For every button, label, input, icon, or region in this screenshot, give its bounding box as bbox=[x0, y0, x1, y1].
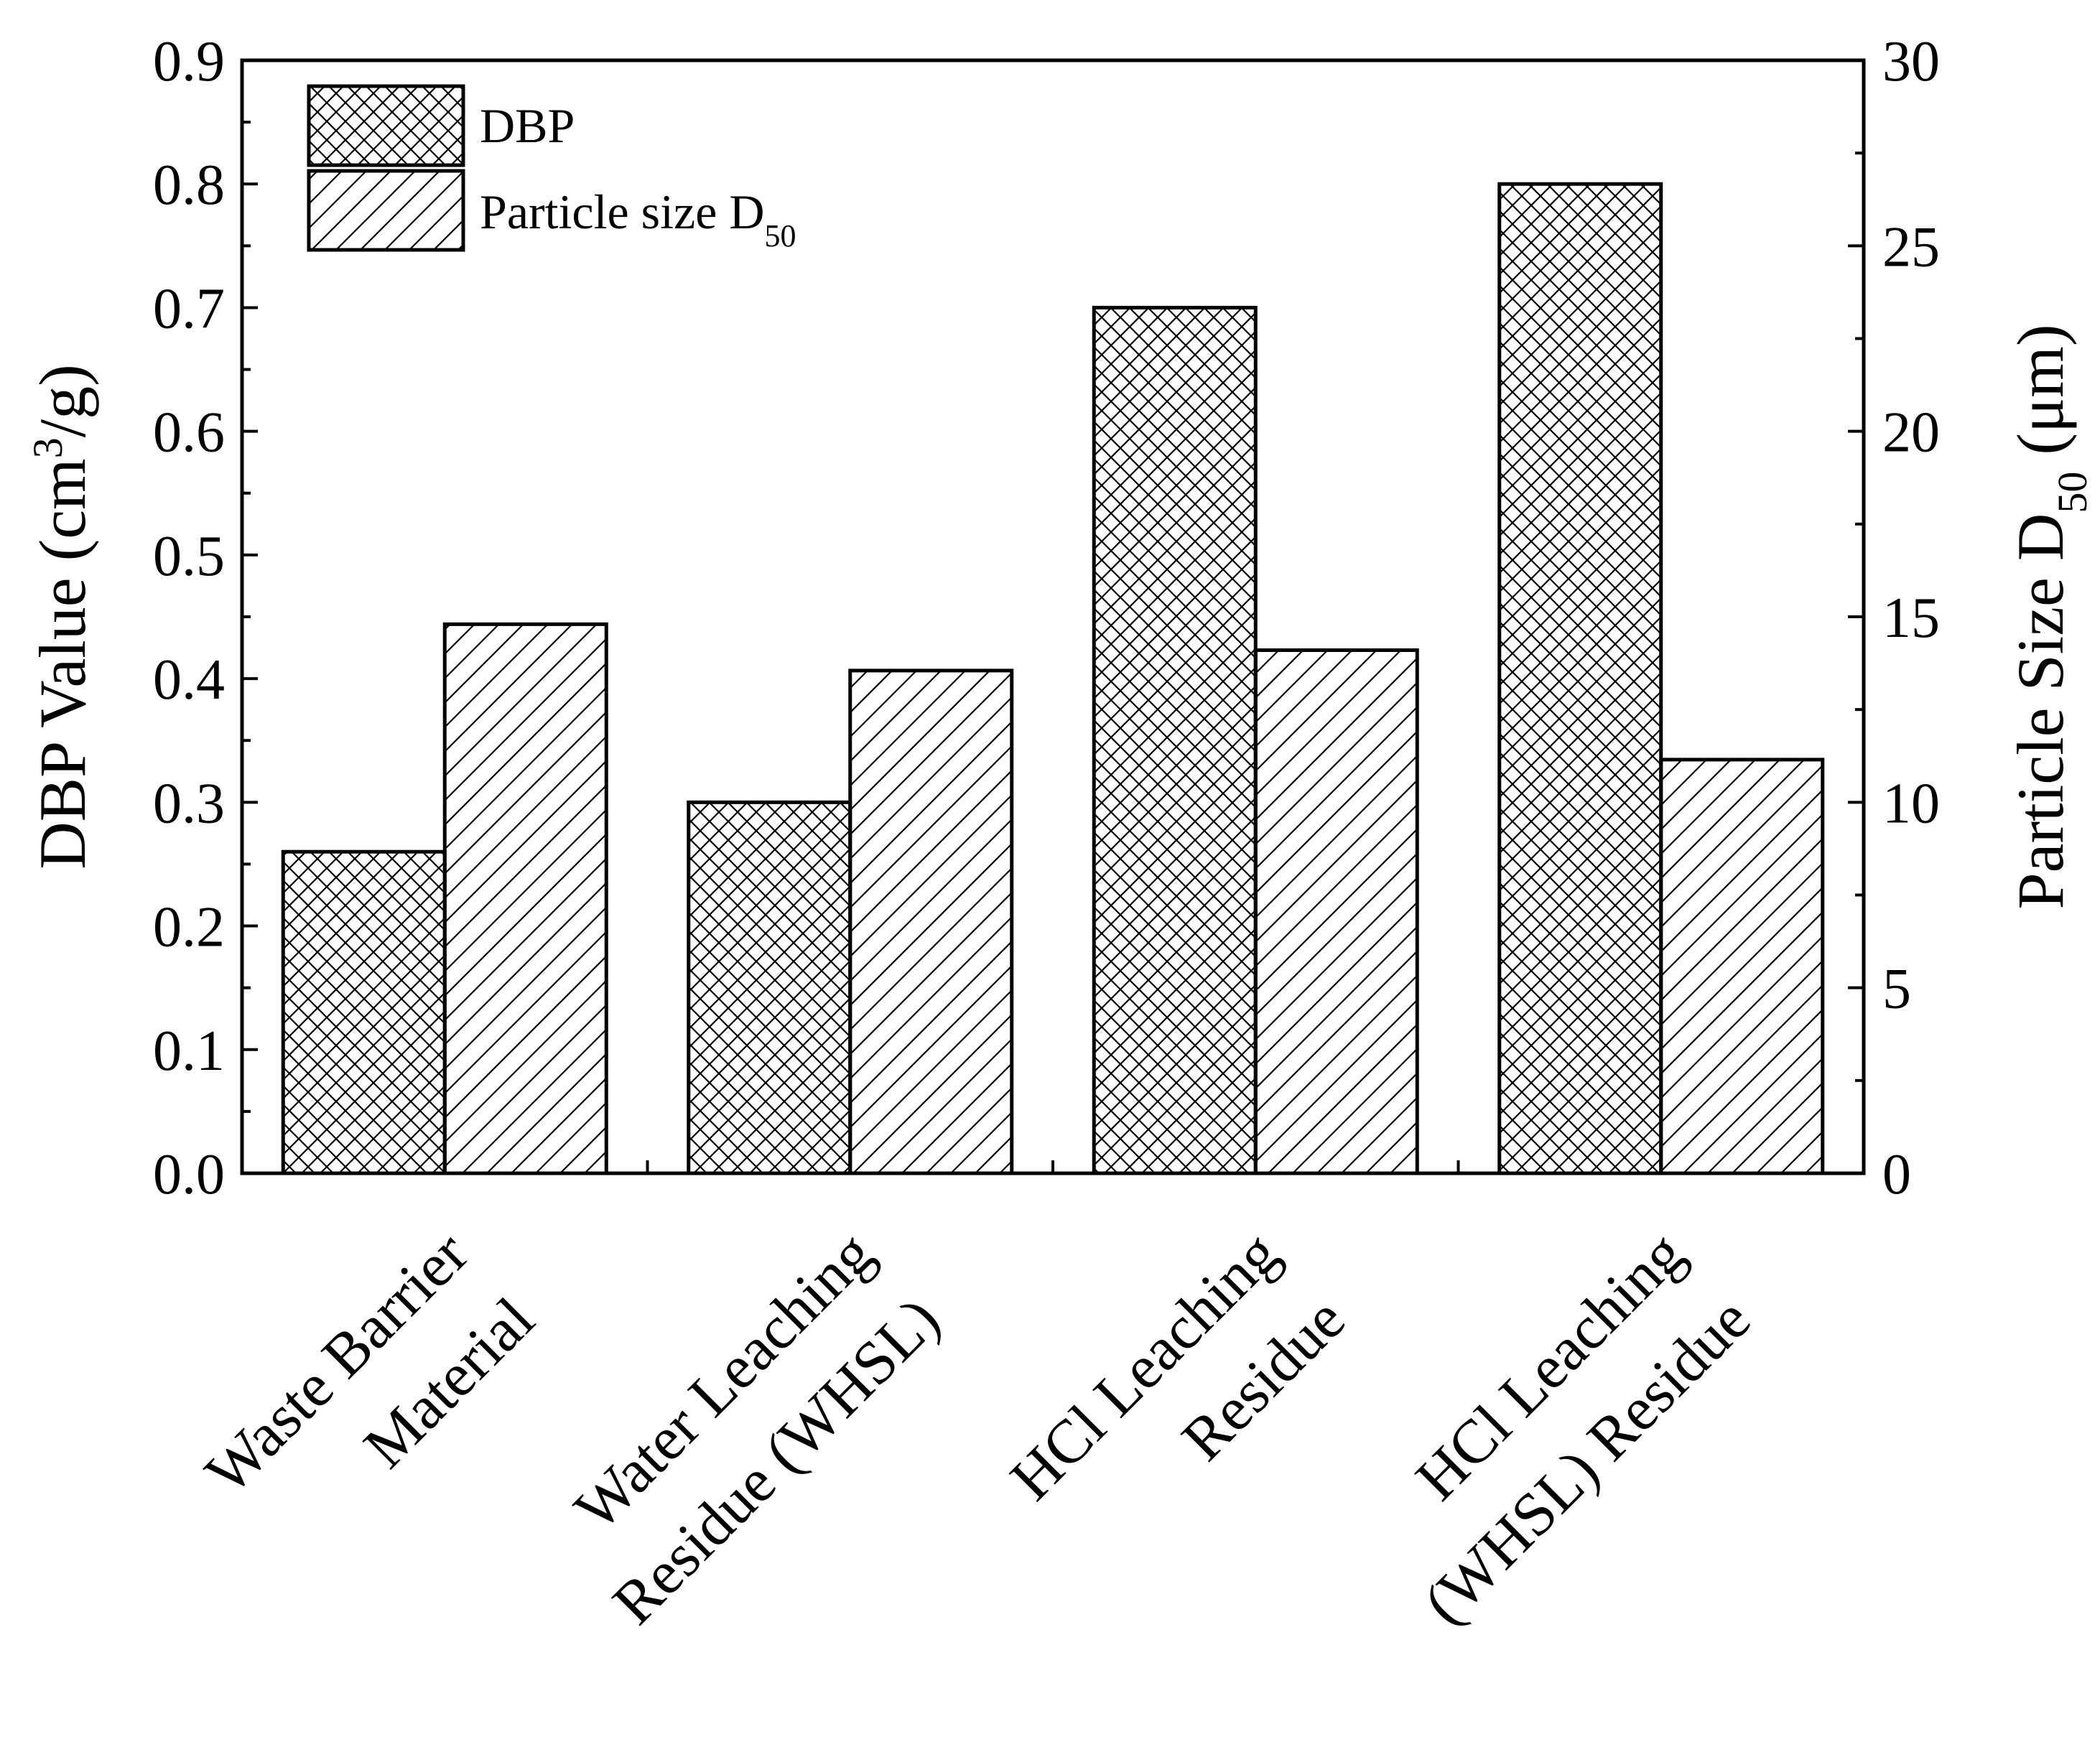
right-tick-label: 20 bbox=[1882, 401, 1940, 465]
left-tick-label: 0.2 bbox=[153, 896, 225, 959]
x-axis bbox=[646, 1160, 1460, 1173]
left-axis-title: DBP Value (cm3/g) bbox=[24, 364, 100, 870]
right-tick-label: 25 bbox=[1882, 215, 1940, 279]
bar-particle-size-4 bbox=[1659, 758, 1825, 1175]
right-tick-label: 15 bbox=[1882, 587, 1940, 650]
bars bbox=[281, 182, 1825, 1175]
left-tick-label: 0.9 bbox=[153, 30, 225, 93]
right-axis-title-suffix: (μm) bbox=[2004, 325, 2077, 472]
left-tick-label: 0.7 bbox=[153, 277, 225, 340]
legend-label-particle-size-main: Particle size D bbox=[480, 185, 765, 239]
legend-label-dbp: DBP bbox=[480, 98, 575, 153]
legend: DBP Particle size D50 bbox=[307, 84, 796, 253]
left-axis: 0.0 0.1 0.2 0.3 0.4 0.5 0.6 0.7 0.8 0.9 bbox=[153, 30, 258, 1206]
bar-dbp-4 bbox=[1497, 182, 1663, 1175]
legend-label-particle-size-subscript: 50 bbox=[765, 218, 796, 253]
left-axis-title-suffix: /g) bbox=[26, 364, 99, 437]
left-tick-label: 0.0 bbox=[153, 1143, 225, 1206]
left-tick-label: 0.1 bbox=[153, 1020, 225, 1083]
left-tick-label: 0.3 bbox=[153, 772, 225, 835]
left-tick-label: 0.8 bbox=[153, 154, 225, 217]
bar-dbp-2 bbox=[687, 800, 852, 1175]
bar-dbp-3 bbox=[1092, 305, 1258, 1175]
legend-swatch-particle-size bbox=[307, 169, 465, 252]
legend-swatch-dbp bbox=[307, 84, 465, 167]
bar-dbp-1 bbox=[281, 849, 447, 1175]
legend-label-particle-size: Particle size D50 bbox=[480, 185, 796, 253]
bar-particle-size-2 bbox=[848, 668, 1014, 1175]
right-tick-label: 0 bbox=[1882, 1143, 1911, 1206]
left-axis-title-superscript: 3 bbox=[24, 437, 71, 458]
category-label-4: HCl Leaching(WHSL) Residue bbox=[1403, 1219, 1764, 1638]
right-axis: 0 5 10 15 20 25 30 bbox=[1848, 30, 1940, 1206]
right-tick-label: 30 bbox=[1882, 30, 1940, 93]
right-axis-title-prefix: Particle Size D bbox=[2004, 513, 2077, 910]
bar-particle-size-3 bbox=[1253, 648, 1419, 1175]
right-axis-title: Particle Size D50 (μm) bbox=[2004, 325, 2096, 910]
left-tick-label: 0.5 bbox=[153, 525, 225, 588]
left-tick-label: 0.6 bbox=[153, 401, 225, 465]
bar-particle-size-1 bbox=[442, 622, 608, 1175]
right-axis-title-subscript: 50 bbox=[2049, 472, 2096, 513]
left-axis-title-prefix: DBP Value (cm bbox=[26, 458, 99, 869]
right-tick-label: 5 bbox=[1882, 958, 1911, 1021]
left-tick-label: 0.4 bbox=[153, 648, 225, 712]
right-tick-label: 10 bbox=[1882, 772, 1940, 835]
